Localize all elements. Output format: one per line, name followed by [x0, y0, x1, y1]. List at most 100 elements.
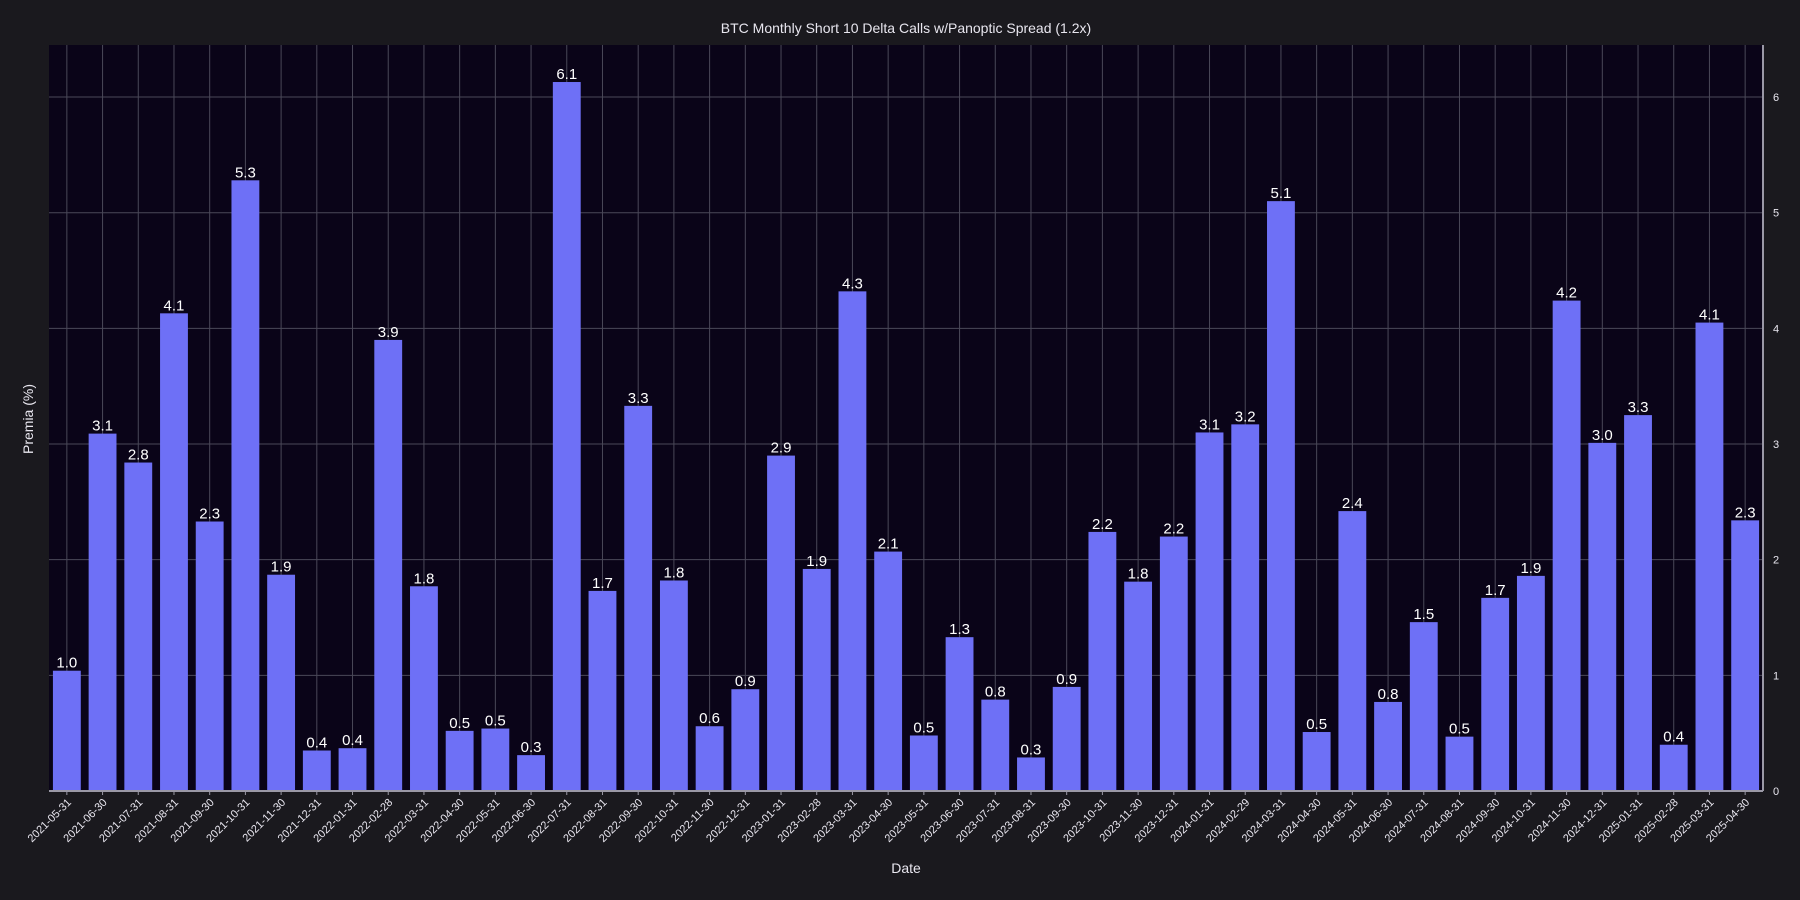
data-label: 4.1	[1699, 307, 1720, 324]
bar	[802, 568, 831, 791]
data-label: 0.4	[1663, 729, 1684, 746]
y-tick-label: 0	[1773, 786, 1779, 798]
bar	[1267, 201, 1295, 792]
bar	[88, 433, 117, 791]
bar	[124, 462, 153, 791]
data-label: 1.9	[271, 559, 292, 576]
y-tick-label: 1	[1773, 670, 1779, 682]
data-label: 0.5	[449, 715, 470, 732]
data-label: 2.2	[1163, 521, 1184, 538]
data-label: 1.5	[1413, 606, 1434, 623]
bar	[1516, 575, 1545, 791]
bar	[481, 728, 510, 791]
data-label: 0.5	[913, 719, 934, 736]
bar	[588, 590, 617, 791]
bar	[874, 551, 903, 791]
data-label: 3.9	[378, 324, 399, 341]
bar	[1409, 622, 1438, 791]
y-tick-label: 2	[1773, 555, 1779, 567]
bar	[267, 574, 296, 791]
bar	[838, 291, 867, 791]
bar	[1374, 701, 1402, 791]
bar	[552, 82, 581, 791]
bar	[1231, 424, 1260, 791]
bar	[731, 689, 760, 791]
bar	[1088, 531, 1117, 791]
y-tick-label: 6	[1773, 92, 1779, 104]
data-label: 1.7	[592, 575, 613, 592]
data-label: 2.3	[1735, 504, 1756, 521]
bar	[1338, 511, 1367, 791]
bar	[695, 726, 724, 791]
bar	[1302, 732, 1331, 791]
chart-title: BTC Monthly Short 10 Delta Calls w/Panop…	[721, 20, 1091, 36]
data-label: 0.9	[1056, 671, 1077, 688]
data-label: 3.3	[1628, 399, 1649, 416]
bar	[1124, 581, 1153, 791]
bar	[1159, 536, 1188, 791]
data-label: 1.8	[663, 565, 684, 582]
data-label: 4.3	[842, 275, 863, 292]
data-label: 0.8	[985, 684, 1006, 701]
data-label: 6.1	[556, 66, 577, 83]
data-label: 2.2	[1092, 516, 1113, 533]
y-tick-label: 3	[1773, 439, 1779, 451]
data-label: 2.8	[128, 447, 149, 464]
data-label: 4.1	[164, 297, 185, 314]
data-label: 0.8	[1378, 686, 1399, 703]
bar	[1588, 442, 1617, 791]
bar	[1481, 597, 1510, 791]
data-label: 5.1	[1271, 185, 1292, 202]
y-tick-label: 5	[1773, 208, 1779, 220]
bar	[1552, 300, 1581, 791]
data-label: 1.3	[949, 621, 970, 638]
bar	[1445, 736, 1474, 791]
data-label: 2.3	[199, 506, 220, 523]
data-label: 4.2	[1556, 285, 1577, 302]
data-labels: 1.0 3.1 2.8 4.1 2.3 5.3 1.9 0.4 0.4 3.9 1.8 0.5 0.5 0…	[56, 66, 1755, 758]
data-label: 1.9	[1520, 560, 1541, 577]
data-label: 3.1	[92, 418, 113, 435]
data-label: 1.8	[414, 570, 435, 587]
data-label: 3.2	[1235, 408, 1256, 425]
data-label: 3.1	[1199, 416, 1220, 433]
data-label: 0.3	[521, 739, 542, 756]
bar	[1695, 322, 1724, 791]
data-label: 0.9	[735, 673, 756, 690]
data-label: 3.0	[1592, 427, 1613, 444]
data-label: 0.5	[485, 713, 506, 730]
bar	[410, 586, 438, 791]
data-label: 2.9	[771, 440, 792, 457]
data-label: 0.4	[342, 732, 363, 749]
plot-area	[49, 45, 1763, 791]
x-tick-labels: 2021-05-312021-06-302021-07-312021-08-31…	[26, 791, 1752, 845]
bar	[517, 755, 545, 791]
bar	[302, 750, 331, 791]
data-label: 3.3	[628, 390, 649, 407]
y-axis-label: Premia (%)	[20, 384, 36, 454]
data-label: 0.5	[1306, 716, 1327, 733]
bar	[1052, 686, 1081, 791]
data-label: 2.4	[1342, 495, 1363, 512]
bar	[659, 580, 688, 791]
data-label: 1.7	[1485, 582, 1506, 599]
bar	[52, 670, 81, 791]
bars	[52, 82, 1760, 792]
data-label: 2.1	[878, 536, 899, 553]
bar	[624, 405, 653, 791]
data-label: 0.5	[1449, 721, 1470, 738]
data-label: 5.3	[235, 164, 256, 181]
bar	[445, 730, 474, 791]
y-tick-labels: 0 1 2 3 4 5 6	[1773, 92, 1779, 798]
bar	[945, 637, 974, 791]
bar	[160, 313, 188, 791]
bar	[374, 339, 403, 791]
bar	[981, 699, 1010, 791]
data-label: 1.0	[56, 655, 77, 672]
bar	[1195, 432, 1224, 791]
data-label: 1.9	[806, 553, 827, 570]
x-axis-label: Date	[891, 860, 921, 876]
bar	[195, 521, 224, 791]
y-tick-label: 4	[1773, 323, 1779, 335]
